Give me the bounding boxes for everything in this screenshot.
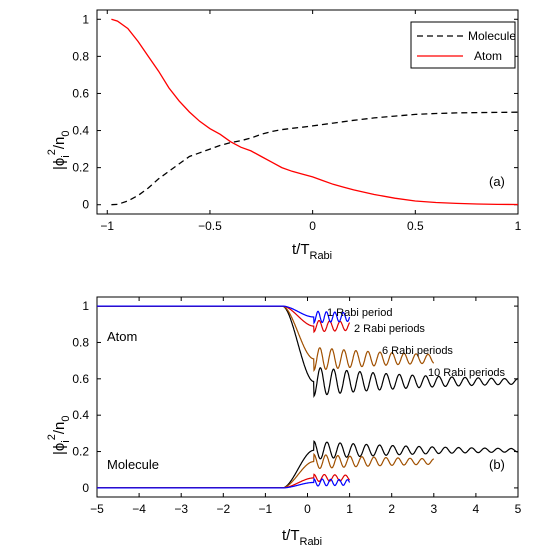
panel-a-lines [111,18,519,206]
panel-b-xtick-label: −2 [216,502,230,516]
panel-b-xtick-label: −1 [259,502,273,516]
panel-b-ytick-label: 0.4 [72,408,89,422]
panel-b-xtick-label: −4 [132,502,146,516]
annotation-2-rabi-periods: 2 Rabi periods [354,323,425,335]
panel-a-ytick-label: 1 [82,12,89,26]
panel-b-xtick-label: −3 [174,502,188,516]
series-1-rabi-atom-line [97,305,351,325]
annotation-1-rabi-period: 1 Rabi period [327,307,392,319]
panel-b-ylabel: |ϕi2/n0 [46,415,72,455]
panel-b-xtick-label: 2 [388,502,395,516]
panel-a-xlabel: t/TRabi [292,241,332,262]
panel-b-ytick-label: 0 [82,481,89,495]
panel-b-ytick-label: 0.2 [72,445,89,459]
panel-b-lines [97,305,518,489]
panel-b-xtick-label: 3 [430,502,437,516]
annotation-10-rabi-periods: 10 Rabi periods [428,367,506,379]
panel-b-axes-box [96,296,519,498]
panel-a-ytick-label: 0.8 [72,49,89,63]
panel-a-ylabel: |ϕi2/n0 [46,130,72,170]
panel-a-xtick-label: 0.5 [407,219,424,233]
panel-a-ytick-label: 0.2 [72,161,89,175]
panel-b-xtick-label: 0 [304,502,311,516]
panel-b: −5 −4 −3 −2 −1 0 1 2 3 4 5 0 0.2 0.4 0.6 0.8 1 Atom Mole… [46,296,522,548]
panel-b-ytick-label: 0.6 [72,372,89,386]
panel-b-ytick-label: 0.8 [72,335,89,349]
annotation-6-rabi-periods: 6 Rabi periods [382,345,453,357]
legend-molecule-label: Molecule [468,29,516,43]
panel-a-ticks: −1 −0.5 0 0.5 1 0 0.2 0.4 0.6 0.8 1 [72,10,522,233]
panel-a-ytick-label: 0.4 [72,124,89,138]
series-1-rabi-molecule-line [97,477,351,489]
panel-b-xlabel: t/TRabi [282,527,322,548]
panel-b-label: (b) [489,457,505,472]
series-molecule-line [111,111,519,206]
molecule-label: Molecule [107,457,159,472]
legend-atom-label: Atom [474,49,502,63]
panel-a-xtick-label: 0 [309,219,316,233]
panel-a-label: (a) [489,174,505,189]
panel-a: −1 −0.5 0 0.5 100.20.40.60.81 Molecule Atom … [46,9,522,262]
panel-a-xtick-label: −0.5 [198,219,222,233]
panel-a-ytick-label: 0 [82,198,89,212]
legend-box [410,21,516,69]
panel-b-ticks: −5 −4 −3 −2 −1 0 1 2 3 4 5 0 0.2 0.4 0.6 0.8 1 [72,297,522,516]
atom-label: Atom [107,329,137,344]
series-atom-line [111,18,519,206]
panel-b-xtick-label: 4 [473,502,480,516]
panel-a-xtick-label: 1 [515,219,522,233]
panel-a-ytick-label: 0.6 [72,86,89,100]
panel-b-xtick-label: 5 [515,502,522,516]
panel-b-xtick-label: −5 [90,502,104,516]
panel-a-legend: Molecule Atom [410,21,516,69]
panel-b-ytick-label: 1 [82,299,89,313]
panel-b-xtick-label: 1 [346,502,353,516]
panel-a-xtick-label: −1 [100,219,114,233]
